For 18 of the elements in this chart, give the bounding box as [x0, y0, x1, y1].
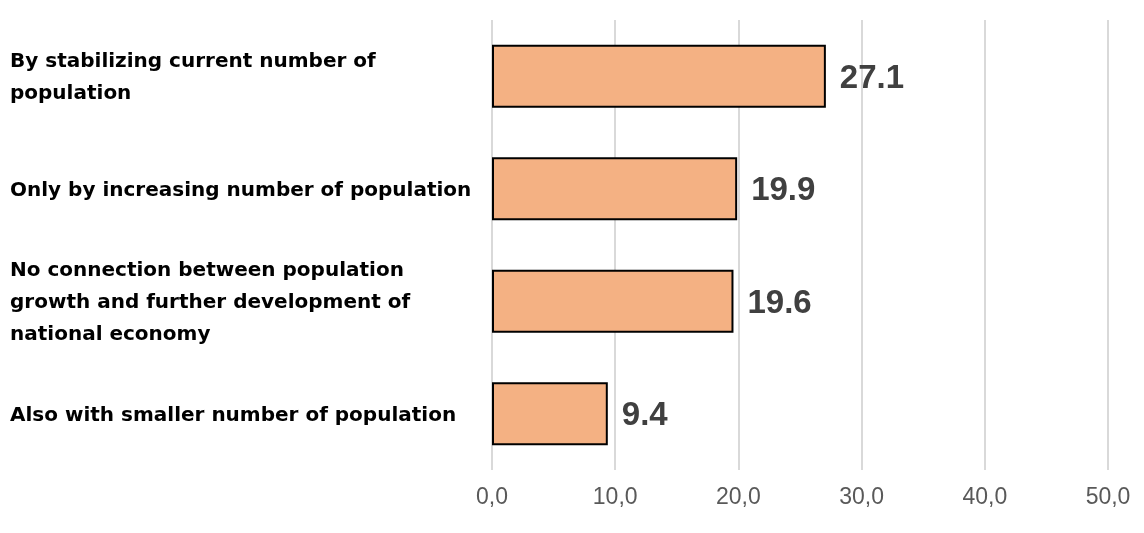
x-tick-label: 20,0: [716, 482, 761, 509]
bar: [492, 44, 826, 108]
y-tick-label: No connection between population growth and further development of national economy: [10, 257, 418, 346]
bar: [492, 157, 738, 221]
y-tick-label: Also with smaller number of population: [10, 401, 457, 426]
data-label: 19.9: [751, 170, 816, 208]
bar: [492, 382, 608, 446]
x-tick-label: 0,0: [476, 482, 508, 509]
x-tick-label: 10,0: [592, 482, 638, 509]
bar: [492, 269, 734, 333]
y-tick-label: Only by increasing number of population: [10, 176, 472, 201]
data-label: 27.1: [839, 57, 905, 95]
x-tick-label: 50,0: [1085, 482, 1131, 509]
x-tick-label: 40,0: [962, 482, 1008, 509]
y-tick-label: By stabilizing current number of population: [10, 48, 383, 105]
data-label: 19.6: [747, 282, 812, 320]
x-tick-label: 30,0: [839, 482, 884, 509]
data-label: 9.4: [621, 395, 669, 433]
